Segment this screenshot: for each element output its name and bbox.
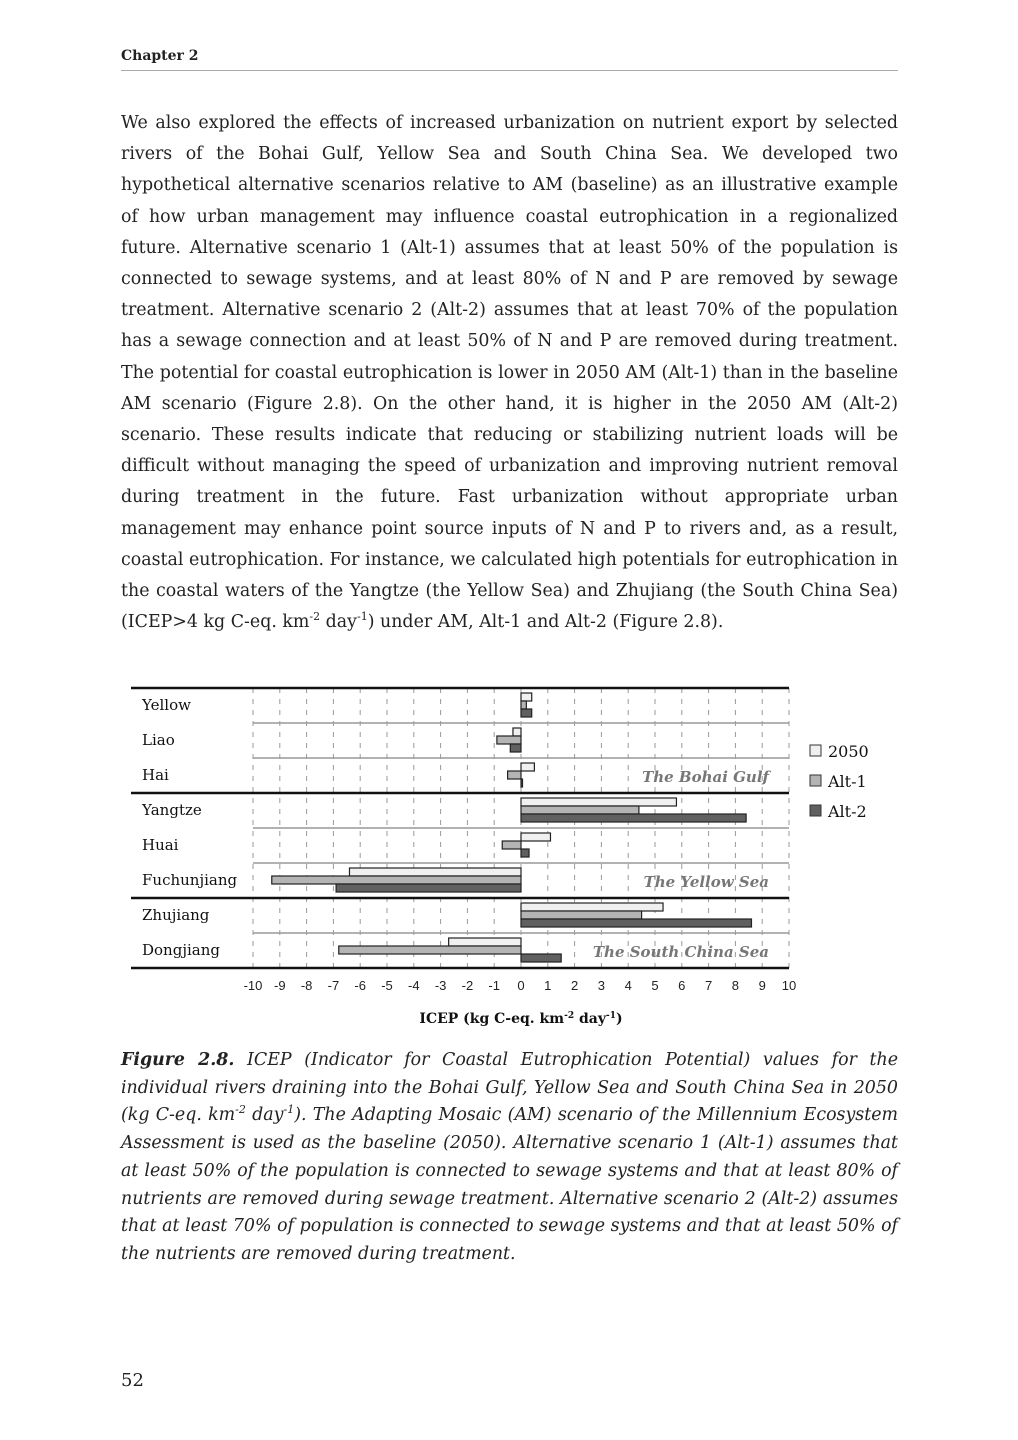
x-axis-label-part: day [574,1011,607,1027]
body-text-1: We also explored the effects of increase… [121,113,898,633]
superscript: -2 [309,610,321,624]
bar-alt-2-huai [520,848,530,858]
x-tick-label: -2 [462,978,474,993]
superscript: -1 [357,610,368,624]
x-tick-label: 6 [678,978,685,993]
x-tick-label: -1 [488,978,500,993]
x-tick-label: 3 [598,978,605,993]
bar-alt-1-yellow [520,700,527,710]
body-paragraph: We also explored the effects of increase… [121,108,898,638]
x-tick-label: 2 [571,978,578,993]
group-label: The South China Sea [593,943,769,961]
category-label: Huai [142,836,179,854]
x-tick-label: -7 [328,978,340,993]
legend-swatch-2050 [809,744,822,757]
bar-2050-yangtze [520,797,678,807]
bar-alt-1-yangtze [520,805,640,815]
category-label: Yellow [141,696,191,714]
bar-alt-1-dongjiang [338,945,522,955]
superscript: -1 [283,1103,295,1117]
x-axis-label-part: -1 [606,1011,616,1021]
bar-alt-2-dongjiang [520,953,562,963]
chapter-header: Chapter 2 [121,48,898,71]
legend-swatch-alt-1 [809,774,822,787]
group-label: The Yellow Sea [644,873,769,891]
icep-bar-chart: -10 -9 -8 -7 -6 -5 -4 -3 -2 -1 0 1 2 3 4 5 6 7 8 9 10YellowL… [131,686,869,1027]
caption-text-2: day [245,1105,284,1126]
bar-2050-hai [520,762,535,772]
x-axis-label-part: ) [616,1011,623,1027]
legend-label: Alt-1 [827,772,867,791]
bar-2050-zhujiang [520,902,664,912]
caption-text-3: ). The Adapting Mosaic (AM) scenario of … [121,1105,898,1264]
x-tick-label: -3 [435,978,447,993]
body-text-2: day [320,612,357,633]
superscript: -2 [235,1103,246,1117]
x-tick-label: -8 [301,978,313,993]
x-axis-label-part: -2 [564,1011,574,1021]
x-axis-label: ICEP (kg C-eq. km-2 day-1) [419,1011,622,1027]
bar-alt-2-hai [520,778,524,788]
x-tick-label: 5 [651,978,658,993]
bar-alt-1-zhujiang [520,910,643,920]
x-axis-label-part: ICEP (kg C-eq. km [419,1011,564,1027]
category-label: Hai [142,766,169,784]
bar-alt-1-liao [496,735,522,745]
bar-2050-huai [520,832,552,842]
bar-alt-2-yangtze [520,813,747,823]
bar-alt-2-fuchunjiang [335,883,522,893]
figure-label: Figure 2.8. [121,1050,235,1070]
x-tick-label: 9 [759,978,766,993]
bar-2050-dongjiang [448,937,522,947]
bar-2050-liao [512,727,522,737]
x-tick-label: -5 [381,978,393,993]
bar-alt-2-liao [509,743,522,753]
bar-alt-2-yellow [520,708,533,718]
figure-caption: Figure 2.8. ICEP (Indicator for Coastal … [121,1047,898,1269]
group-label: The Bohai Gulf [642,768,771,786]
body-text-3: ) under AM, Alt-1 and Alt-2 (Figure 2.8)… [367,612,724,633]
legend-label: 2050 [828,742,869,761]
x-tick-label: -9 [274,978,286,993]
legend-label: Alt-2 [827,802,867,821]
category-label: Yangtze [141,801,202,819]
category-label: Zhujiang [142,906,210,924]
x-tick-label: 7 [705,978,712,993]
x-tick-label: 1 [544,978,551,993]
category-label: Fuchunjiang [142,871,238,889]
x-tick-label: -4 [408,978,420,993]
legend-swatch-alt-2 [809,804,822,817]
x-tick-label: -6 [354,978,366,993]
x-tick-label: 4 [625,978,632,993]
x-tick-label: 10 [782,978,796,993]
x-tick-label: 8 [732,978,739,993]
bar-2050-fuchunjiang [348,867,522,877]
category-label: Dongjiang [142,941,220,959]
category-label: Liao [142,731,175,749]
bar-alt-1-fuchunjiang [271,875,522,885]
caption-text-1: ICEP (Indicator for Coastal Eutrophicati… [121,1050,898,1126]
page-number: 52 [121,1370,144,1391]
bar-alt-1-hai [507,770,522,780]
bar-alt-1-huai [501,840,522,850]
bar-2050-yellow [520,692,533,702]
x-tick-label: 0 [517,978,524,993]
x-tick-label: -10 [244,978,263,993]
bar-alt-2-zhujiang [520,918,753,928]
